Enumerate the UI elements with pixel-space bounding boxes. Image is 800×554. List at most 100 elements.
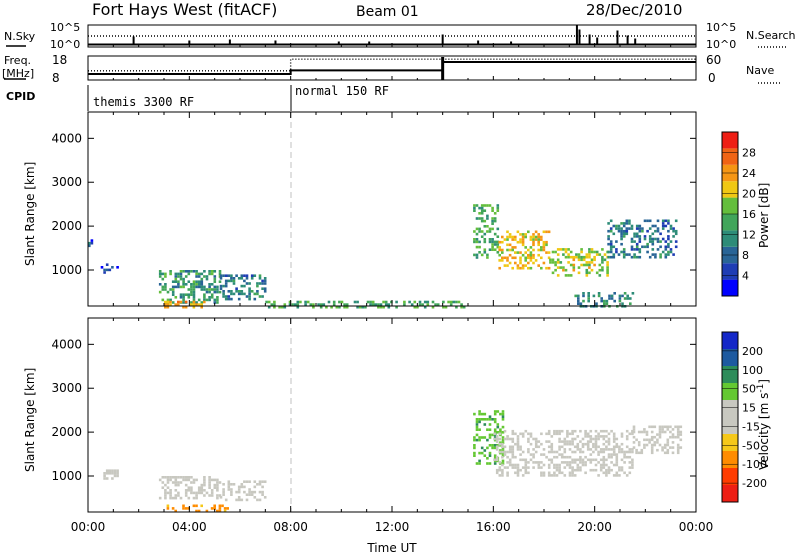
- power-cell: [184, 270, 188, 273]
- power-cell: [88, 241, 91, 245]
- power-cell: [108, 268, 112, 272]
- velocity-cell: [503, 429, 507, 433]
- power-cell: [243, 284, 246, 288]
- power-cell: [635, 232, 639, 236]
- power-cell: [564, 250, 568, 254]
- velocity-cell: [558, 437, 561, 441]
- power-cell: [674, 232, 678, 236]
- velocity-cell: [508, 463, 512, 467]
- velocity-cell: [581, 437, 585, 441]
- velocity-cell: [506, 435, 509, 438]
- power-cell: [646, 229, 649, 233]
- power-cell: [174, 285, 178, 289]
- velocity-cell: [602, 435, 606, 438]
- power-cell: [161, 277, 165, 281]
- power-cell: [585, 263, 589, 267]
- velocity-cell: [213, 507, 216, 510]
- velocity-cell: [618, 450, 621, 454]
- velocity-cell: [597, 474, 600, 477]
- power-cell: [612, 255, 616, 259]
- power-cell: [630, 237, 634, 241]
- power-cell: [554, 261, 557, 264]
- velocity-cell: [592, 442, 595, 446]
- power-cell: [534, 238, 538, 241]
- power-cell: [478, 240, 481, 244]
- velocity-cell: [248, 490, 251, 494]
- velocity-cell: [605, 468, 608, 472]
- power-cell: [667, 229, 670, 233]
- power-cell: [345, 303, 349, 306]
- velocity-cell: [223, 509, 227, 513]
- velocity-cell: [566, 442, 569, 446]
- power-cell: [208, 288, 211, 291]
- velocity-cell: [519, 468, 522, 472]
- velocity-cell: [529, 432, 533, 436]
- velocity-cell: [182, 504, 185, 508]
- velocity-cell: [679, 438, 683, 442]
- velocity-cell: [514, 466, 517, 469]
- power-cell: [537, 235, 540, 239]
- power-cell: [213, 275, 217, 278]
- velocity-cell: [498, 468, 502, 472]
- velocity-cell: [532, 466, 535, 469]
- velocity-cell: [661, 430, 664, 434]
- velocity-cell: [503, 437, 507, 441]
- velocity-cell: [511, 437, 515, 441]
- power-cell: [486, 256, 489, 259]
- power-cell: [208, 290, 211, 294]
- power-cell: [501, 235, 504, 239]
- velocity-cell: [174, 489, 178, 492]
- power-cell: [646, 250, 649, 254]
- velocity-cell: [506, 455, 509, 459]
- velocity-cell: [498, 442, 502, 446]
- velocity-cell: [607, 471, 611, 475]
- power-cell: [213, 277, 217, 281]
- velocity-cell: [521, 458, 525, 462]
- velocity-cell: [620, 450, 624, 454]
- velocity-cell: [658, 433, 662, 436]
- power-cell: [532, 243, 535, 247]
- power-cell: [577, 255, 581, 259]
- velocity-cell: [563, 461, 567, 464]
- power-cell: [590, 250, 594, 254]
- power-cell: [483, 251, 487, 254]
- velocity-cell: [169, 478, 172, 482]
- freq-label-1: Freq.: [4, 54, 31, 67]
- power-cell: [288, 303, 292, 306]
- velocity-cell: [581, 445, 585, 449]
- velocity-cell: [232, 483, 236, 486]
- power-cell: [529, 256, 533, 260]
- freq-series: [87, 57, 697, 80]
- power-cell: [631, 292, 635, 295]
- x-tick-label: 20:00: [577, 520, 612, 534]
- power-cell: [622, 232, 626, 236]
- power-cell: [480, 219, 484, 223]
- power-cell: [205, 290, 209, 294]
- power-cell: [493, 212, 497, 215]
- velocity-cell: [615, 458, 619, 462]
- velocity-cell: [640, 451, 644, 455]
- power-cell: [174, 277, 178, 281]
- power-cell: [488, 248, 492, 251]
- power-cell: [203, 296, 206, 299]
- velocity-cell: [558, 468, 561, 472]
- nsky-series: [87, 25, 697, 47]
- velocity-cell: [625, 455, 629, 459]
- velocity-cell: [197, 489, 201, 492]
- power-cell: [164, 300, 167, 304]
- velocity-cell: [658, 430, 662, 434]
- velocity-cell: [568, 455, 572, 459]
- velocity-cell: [547, 471, 551, 475]
- velocity-cell: [576, 463, 580, 467]
- power-cell: [377, 305, 380, 309]
- velocity-cell: [645, 438, 649, 442]
- power-cell: [674, 240, 678, 243]
- power-cell: [511, 235, 514, 239]
- power-cell: [190, 290, 193, 294]
- power-cell: [635, 235, 639, 238]
- power-cell: [588, 263, 591, 267]
- velocity-cell: [527, 471, 530, 475]
- power-cell: [273, 305, 276, 309]
- velocity-cell: [576, 442, 580, 446]
- velocity-cell: [663, 443, 667, 447]
